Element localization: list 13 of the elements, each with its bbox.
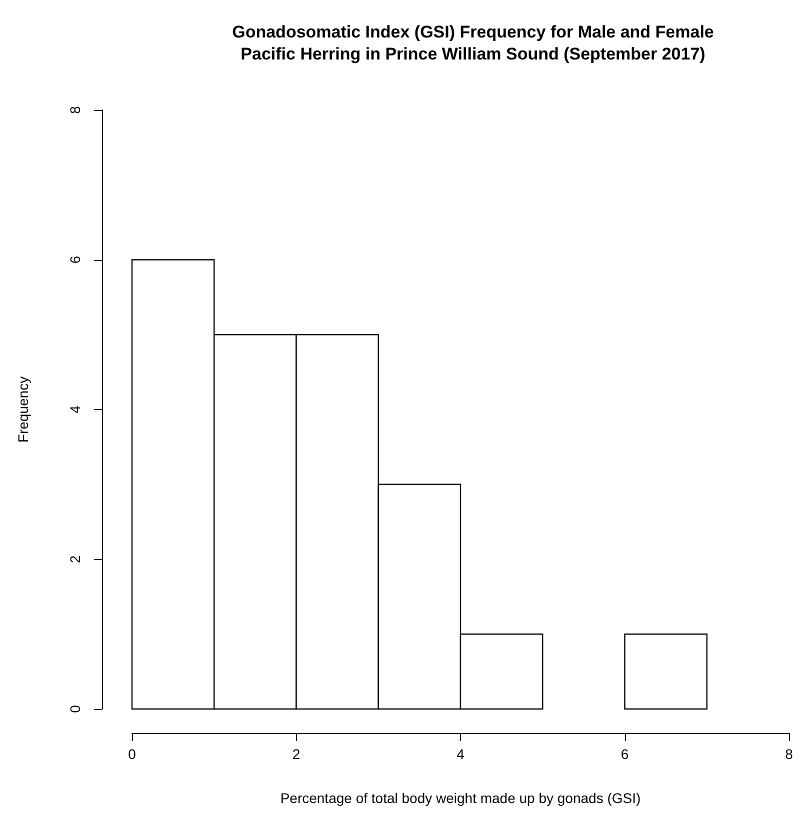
y-tick-label: 4	[67, 405, 83, 414]
x-axis-title: Percentage of total body weight made up by gonads (GSI)	[280, 790, 641, 806]
chart-title: Gonadosomatic Index (GSI) Frequency for Male and Female Pacific Herring in Prince William Sound (September 2017)	[232, 22, 714, 64]
y-tick-label: 0	[67, 704, 83, 713]
y-tick-label: 2	[67, 555, 83, 564]
x-tick-label: 0	[128, 746, 136, 762]
x-tick-label: 8	[785, 746, 794, 762]
y-axis-title: Frequency	[15, 376, 31, 443]
y-tick-label: 6	[67, 256, 83, 264]
x-tick-label: 2	[292, 746, 300, 762]
x-tick-label: 6	[620, 746, 629, 762]
y-tick-label: 8	[67, 106, 83, 114]
x-tick-label: 4	[456, 746, 465, 762]
